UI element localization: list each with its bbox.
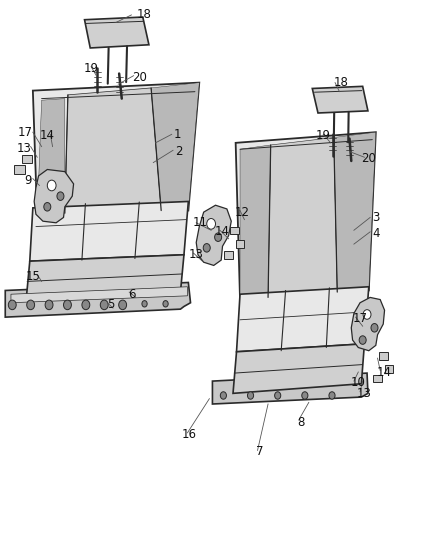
Text: 14: 14 <box>40 130 55 142</box>
Polygon shape <box>379 352 388 360</box>
Circle shape <box>119 300 127 310</box>
Circle shape <box>44 203 51 211</box>
Polygon shape <box>22 155 32 163</box>
Circle shape <box>82 300 90 310</box>
Circle shape <box>8 300 16 310</box>
Text: 4: 4 <box>372 227 380 240</box>
Polygon shape <box>151 83 199 211</box>
Text: 20: 20 <box>361 152 376 165</box>
Circle shape <box>207 219 215 229</box>
Polygon shape <box>65 88 161 213</box>
Text: 19: 19 <box>84 62 99 75</box>
Polygon shape <box>230 227 239 234</box>
Circle shape <box>363 310 371 319</box>
Circle shape <box>57 192 64 200</box>
Polygon shape <box>85 17 149 48</box>
Circle shape <box>359 336 366 344</box>
Circle shape <box>100 300 108 310</box>
Text: 1: 1 <box>173 128 181 141</box>
Text: 10: 10 <box>351 376 366 389</box>
Polygon shape <box>26 255 184 298</box>
Circle shape <box>275 392 281 399</box>
Text: 17: 17 <box>18 126 33 139</box>
Text: 13: 13 <box>357 387 372 400</box>
Text: 13: 13 <box>189 248 204 261</box>
Text: 18: 18 <box>136 9 151 21</box>
Text: 15: 15 <box>25 270 40 282</box>
Text: 18: 18 <box>333 76 348 89</box>
Text: 9: 9 <box>25 174 32 187</box>
Text: 17: 17 <box>353 312 367 325</box>
Text: 2: 2 <box>175 146 183 158</box>
Text: 12: 12 <box>234 206 249 219</box>
Text: 5: 5 <box>107 298 114 311</box>
Text: 19: 19 <box>316 130 331 142</box>
Polygon shape <box>212 373 368 404</box>
Polygon shape <box>30 201 188 261</box>
Text: 3: 3 <box>372 211 379 224</box>
Circle shape <box>220 392 226 399</box>
Text: 6: 6 <box>128 288 136 301</box>
Polygon shape <box>224 251 233 259</box>
Circle shape <box>27 300 35 310</box>
Text: 14: 14 <box>215 225 230 238</box>
Polygon shape <box>312 86 368 113</box>
Polygon shape <box>14 165 25 174</box>
Text: 7: 7 <box>255 446 263 458</box>
Text: 13: 13 <box>17 142 32 155</box>
Circle shape <box>247 392 254 399</box>
Polygon shape <box>236 132 376 300</box>
Text: 20: 20 <box>132 71 147 84</box>
Text: 8: 8 <box>298 416 305 429</box>
Text: 11: 11 <box>193 216 208 229</box>
Polygon shape <box>351 297 385 351</box>
Polygon shape <box>196 205 231 265</box>
Text: 16: 16 <box>182 428 197 441</box>
Polygon shape <box>373 375 382 382</box>
Polygon shape <box>37 99 65 219</box>
Polygon shape <box>33 83 199 219</box>
Polygon shape <box>334 132 376 292</box>
Polygon shape <box>240 145 271 300</box>
Circle shape <box>45 300 53 310</box>
Circle shape <box>64 300 71 310</box>
Circle shape <box>215 233 222 241</box>
Text: 14: 14 <box>377 366 392 378</box>
Polygon shape <box>233 344 364 393</box>
Circle shape <box>203 244 210 252</box>
Circle shape <box>142 301 147 307</box>
Polygon shape <box>268 138 337 297</box>
Circle shape <box>163 301 168 307</box>
Circle shape <box>302 392 308 399</box>
Circle shape <box>47 180 56 191</box>
Circle shape <box>371 324 378 332</box>
Circle shape <box>329 392 335 399</box>
Polygon shape <box>34 169 74 223</box>
Polygon shape <box>237 287 369 352</box>
Polygon shape <box>11 287 187 303</box>
Polygon shape <box>385 365 393 373</box>
Polygon shape <box>236 240 244 248</box>
Polygon shape <box>5 282 191 317</box>
